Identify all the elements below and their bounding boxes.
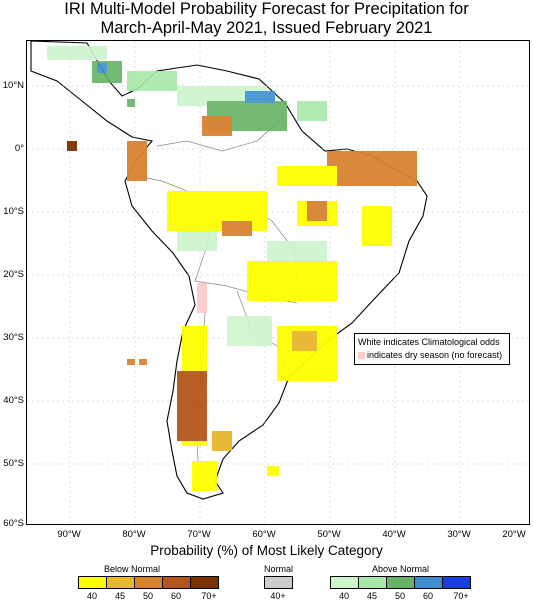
notice-line-2: indicates dry season (no forecast) bbox=[358, 349, 506, 362]
above-normal-swatch-2 bbox=[386, 576, 415, 589]
lat-label-10s: 10°S bbox=[3, 206, 24, 217]
notice-line-1: White indicates Climatological odds bbox=[358, 337, 500, 347]
climatology-notice: White indicates Climatological odds indi… bbox=[354, 333, 510, 365]
above-normal-swatch-3 bbox=[414, 576, 443, 589]
lon-label-90w: 90°W bbox=[57, 529, 81, 540]
normal-swatches bbox=[264, 576, 293, 589]
lon-label-30w: 30°W bbox=[447, 529, 471, 540]
above-tick-40: 40 bbox=[338, 591, 350, 601]
below-normal-swatch-3 bbox=[162, 576, 191, 589]
graticule bbox=[27, 41, 529, 524]
above-tick-50: 50 bbox=[394, 591, 406, 601]
below-normal-swatch-1 bbox=[106, 576, 135, 589]
lat-label-30s: 30°S bbox=[3, 332, 24, 343]
below-tick-60: 60 bbox=[170, 591, 182, 601]
below-tick-40: 40 bbox=[86, 591, 98, 601]
above-tick-60: 60 bbox=[422, 591, 434, 601]
below-normal-label: Below Normal bbox=[104, 564, 161, 574]
above-normal-swatches bbox=[330, 576, 471, 589]
title-line-1: IRI Multi-Model Probability Forecast for… bbox=[64, 0, 469, 18]
below-normal-swatch-2 bbox=[134, 576, 163, 589]
legend-title: Probability (%) of Most Likely Category bbox=[150, 543, 383, 558]
lon-label-40w: 40°W bbox=[382, 529, 406, 540]
above-tick-70: 70+ bbox=[453, 591, 469, 601]
map-canvas bbox=[27, 41, 529, 524]
lat-label-40s: 40°S bbox=[3, 395, 24, 406]
above-normal-label: Above Normal bbox=[372, 564, 430, 574]
lon-label-80w: 80°W bbox=[122, 529, 146, 540]
below-normal-areas bbox=[67, 116, 417, 491]
dry-season-areas bbox=[197, 283, 207, 313]
normal-swatch-0 bbox=[264, 576, 293, 589]
below-tick-50: 50 bbox=[142, 591, 154, 601]
forecast-map bbox=[26, 40, 530, 525]
lat-label-20s: 20°S bbox=[3, 269, 24, 280]
lat-label-0: 0° bbox=[14, 143, 24, 154]
normal-label: Normal bbox=[264, 564, 294, 574]
dry-season-swatch bbox=[358, 352, 365, 359]
below-tick-70: 70+ bbox=[201, 591, 217, 601]
lon-label-20w: 20°W bbox=[502, 529, 526, 540]
lat-label-10n: 10°N bbox=[2, 80, 24, 91]
below-tick-45: 45 bbox=[114, 591, 126, 601]
lon-label-70w: 70°W bbox=[187, 529, 211, 540]
above-normal-swatch-1 bbox=[358, 576, 387, 589]
above-normal-swatch-4 bbox=[442, 576, 471, 589]
lat-label-50s: 50°S bbox=[3, 458, 24, 469]
title-line-2: March-April-May 2021, Issued February 20… bbox=[100, 19, 433, 37]
lon-label-50w: 50°W bbox=[317, 529, 341, 540]
above-normal-swatch-0 bbox=[330, 576, 359, 589]
normal-tick-40: 40+ bbox=[270, 591, 286, 601]
below-normal-swatches bbox=[78, 576, 219, 589]
below-normal-swatch-4 bbox=[190, 576, 219, 589]
below-normal-swatch-0 bbox=[78, 576, 107, 589]
lat-label-60s: 60°S bbox=[3, 518, 24, 529]
lon-label-60w: 60°W bbox=[252, 529, 276, 540]
map-title: IRI Multi-Model Probability Forecast for… bbox=[0, 0, 533, 38]
above-tick-45: 45 bbox=[366, 591, 378, 601]
notice-line-2-text: indicates dry season (no forecast) bbox=[367, 350, 503, 360]
